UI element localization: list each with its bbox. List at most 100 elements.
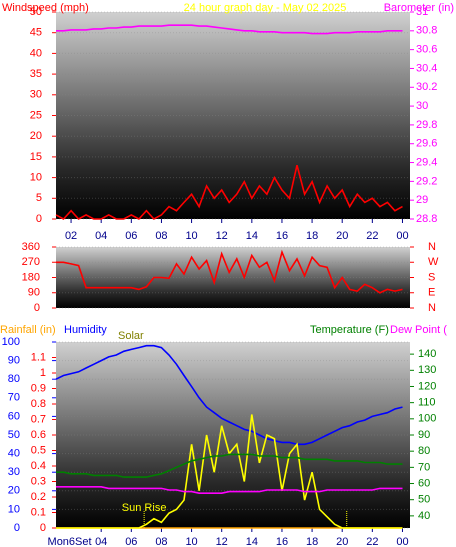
- y2-tick-label: 31: [416, 6, 428, 18]
- y2-tick-label: S: [428, 271, 435, 283]
- y-tick-label: 360: [22, 241, 40, 253]
- x-tick-label: 20: [336, 536, 348, 547]
- x-tick-label: 12: [216, 230, 228, 242]
- y-tick-label: 50: [30, 6, 42, 18]
- y-tick-label: 0: [36, 213, 42, 225]
- series-line: [56, 486, 403, 494]
- y-tick-label: 20: [30, 130, 42, 142]
- y-tick-label: 90: [28, 287, 40, 299]
- x-tick-label: 16: [276, 230, 288, 242]
- series-label: Barometer (in): [384, 2, 454, 14]
- y-tick-label: 70: [8, 392, 20, 404]
- y2-tick-label: 80: [418, 445, 430, 457]
- y2-tick-label: 30.8: [416, 25, 437, 37]
- y-tick-label: 30: [8, 466, 20, 478]
- y2-tick-label: 29: [416, 194, 428, 206]
- x-tick-label: 16: [276, 536, 288, 547]
- y2-tick-label: 90: [418, 429, 430, 441]
- x-tick-label: 12: [216, 536, 228, 547]
- y-tick-label: 100: [2, 336, 20, 348]
- x-tick-label: 18: [306, 230, 318, 242]
- y2-tick-label: 29.8: [416, 119, 437, 131]
- y2-tick-label: 50: [418, 494, 430, 506]
- y-tick-label: 30: [30, 89, 42, 101]
- y3-tick-label: 1.1: [31, 351, 46, 363]
- y2-tick-label: 110: [418, 397, 436, 409]
- y3-tick-label: 0.6: [31, 429, 46, 441]
- y3-tick-label: 0.9: [31, 382, 46, 394]
- x-tick-label: 10: [185, 536, 197, 547]
- x-tick-label: 22: [366, 230, 378, 242]
- x-tick-label: 18: [306, 536, 318, 547]
- series-label: Windspeed (mph): [2, 2, 89, 14]
- y-tick-label: 40: [30, 47, 42, 59]
- x-tick-label: 00: [396, 230, 408, 242]
- y-tick-label: 5: [36, 192, 42, 204]
- plot-background: [56, 342, 410, 528]
- x-tick-label: 04: [95, 230, 107, 242]
- y3-tick-label: 0.5: [31, 444, 46, 456]
- chart-title: 24 hour graph day - May 02 2025: [184, 2, 347, 14]
- series-label: Solar: [118, 330, 144, 342]
- series-label: Dew Point (: [390, 324, 447, 336]
- y2-tick-label: 29.4: [416, 156, 437, 168]
- y3-tick-label: 0.1: [31, 506, 46, 518]
- y2-tick-label: 30.4: [416, 62, 437, 74]
- series-line: [55, 164, 403, 221]
- x-tick-label: 08: [155, 230, 167, 242]
- y2-tick-label: N: [428, 241, 436, 253]
- series-line: [55, 344, 403, 446]
- y3-tick-label: 0.8: [31, 398, 46, 410]
- y2-tick-label: 29.2: [416, 175, 437, 187]
- x-tick-label: 10: [185, 230, 197, 242]
- y-tick-label: 10: [30, 172, 42, 184]
- y-tick-label: 40: [8, 448, 20, 460]
- y2-tick-label: 28.8: [416, 213, 437, 225]
- y-tick-label: 35: [30, 68, 42, 80]
- x-tick-label: 04: [95, 536, 107, 547]
- series-label: Temperature (F): [310, 324, 389, 336]
- y2-tick-label: 60: [418, 477, 430, 489]
- y-tick-label: 50: [8, 429, 20, 441]
- y-tick-label: 25: [30, 109, 42, 121]
- y-tick-label: 80: [8, 373, 20, 385]
- y2-tick-label: E: [428, 287, 435, 299]
- x-tick-label: 14: [246, 230, 258, 242]
- y2-tick-label: N: [428, 302, 436, 314]
- y2-tick-label: 30.6: [416, 44, 437, 56]
- annotation: Sun Rise: [122, 502, 167, 514]
- y3-tick-label: 0.4: [31, 460, 46, 472]
- y3-tick-label: 1: [40, 367, 46, 379]
- y-tick-label: 45: [30, 27, 42, 39]
- y-tick-label: 20: [8, 485, 20, 497]
- series-label: Rainfall (in): [0, 324, 56, 336]
- y-tick-label: 10: [8, 503, 20, 515]
- y-tick-label: 15: [30, 151, 42, 163]
- series-line: [56, 24, 403, 35]
- x-tick-label: 06: [125, 230, 137, 242]
- y3-tick-label: 0.2: [31, 491, 46, 503]
- series-label: Humidity: [64, 324, 107, 336]
- x-tick-label: 02: [65, 230, 77, 242]
- plot-background: [56, 247, 410, 308]
- plot-background: [56, 12, 410, 219]
- series-line: [56, 249, 403, 294]
- x-tick-label: 06: [125, 536, 137, 547]
- x-tick-label: 00: [396, 536, 408, 547]
- x-tick-label: 08: [155, 536, 167, 547]
- y2-tick-label: 140: [418, 348, 436, 360]
- y-tick-label: 90: [8, 355, 20, 367]
- y3-tick-label: 0.7: [31, 413, 46, 425]
- y-tick-label: 60: [8, 410, 20, 422]
- annotation: Mon6Set: [48, 536, 92, 547]
- y2-tick-label: 30.2: [416, 81, 437, 93]
- y2-tick-label: W: [428, 256, 439, 268]
- y2-tick-label: 29.6: [416, 138, 437, 150]
- y-tick-label: 180: [22, 271, 40, 283]
- y2-tick-label: 70: [418, 461, 430, 473]
- y3-tick-label: 0.3: [31, 475, 46, 487]
- y2-tick-label: 30: [416, 100, 428, 112]
- x-tick-label: 20: [336, 230, 348, 242]
- y2-tick-label: 120: [418, 380, 436, 392]
